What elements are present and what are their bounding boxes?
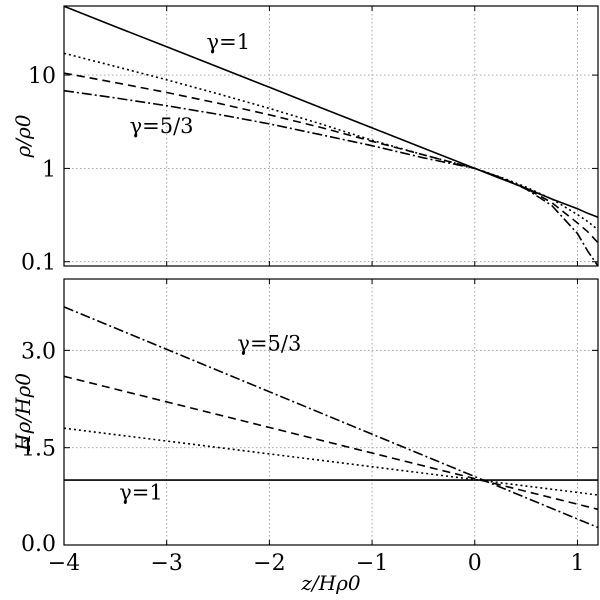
scale-height-series [63, 306, 599, 529]
series-dashdot [63, 89, 599, 267]
density-ticks [63, 6, 598, 266]
gamma-annotation: γ=1 [119, 481, 163, 505]
scale-height-plot-frame [63, 278, 599, 546]
x-label-main: z/Hρ0 [300, 571, 360, 595]
x-axis-label: z/Hρ0 [300, 571, 360, 595]
density-annotations: γ=1 γ=5/3 [130, 30, 250, 138]
density-y-axis-label: ρ/ρ0 [11, 114, 35, 158]
density-plot-frame [63, 5, 599, 267]
scale-height-annotations: γ=5/3 γ=1 [119, 331, 301, 504]
y-tick-label: 1 [42, 157, 56, 182]
x-tick-label: 1 [570, 551, 584, 576]
gamma-annotation: γ=5/3 [130, 114, 194, 138]
gamma-annotation: γ=1 [207, 30, 251, 54]
scale-height-y-tick-labels: 0.0 1.5 3.0 [21, 339, 56, 557]
series-dashed [63, 375, 599, 511]
scale-height-y-label-main: Hρ/Hρ0 [11, 373, 35, 452]
series-dotted [63, 52, 599, 231]
density-y-label-main: ρ/ρ0 [11, 114, 35, 158]
scale-height-ticks [63, 279, 598, 546]
y-tick-label: 1.5 [21, 437, 56, 462]
y-tick-label: 0.0 [21, 532, 56, 557]
series-solid [63, 5, 599, 218]
scale-height-panel: 0.0 1.5 3.0 −4 −3 −2 −1 0 1 γ=5/3 γ=1 Hρ/Hρ0 z/H… [11, 278, 599, 595]
y-tick-label: 10 [28, 64, 56, 89]
density-y-tick-labels: 0.1 1 10 [21, 64, 56, 276]
x-tick-label: −1 [356, 551, 388, 576]
x-tick-label: −4 [48, 551, 80, 576]
x-tick-label: 0 [468, 551, 482, 576]
y-tick-label: 0.1 [21, 251, 56, 276]
density-grid [64, 6, 598, 266]
density-panel: 0.1 1 10 γ=1 γ=5/3 ρ/ρ0 [11, 5, 599, 276]
series-dashdot [63, 306, 599, 529]
scale-height-grid [64, 279, 598, 546]
gamma-annotation: γ=5/3 [237, 331, 301, 355]
series-dashed [63, 72, 599, 244]
y-tick-label: 3.0 [21, 339, 56, 364]
x-tick-label: −3 [150, 551, 182, 576]
scale-height-x-tick-labels: −4 −3 −2 −1 0 1 [48, 551, 585, 576]
density-series [63, 5, 599, 267]
x-tick-label: −2 [253, 551, 285, 576]
scale-height-y-axis-label: Hρ/Hρ0 [11, 373, 35, 452]
